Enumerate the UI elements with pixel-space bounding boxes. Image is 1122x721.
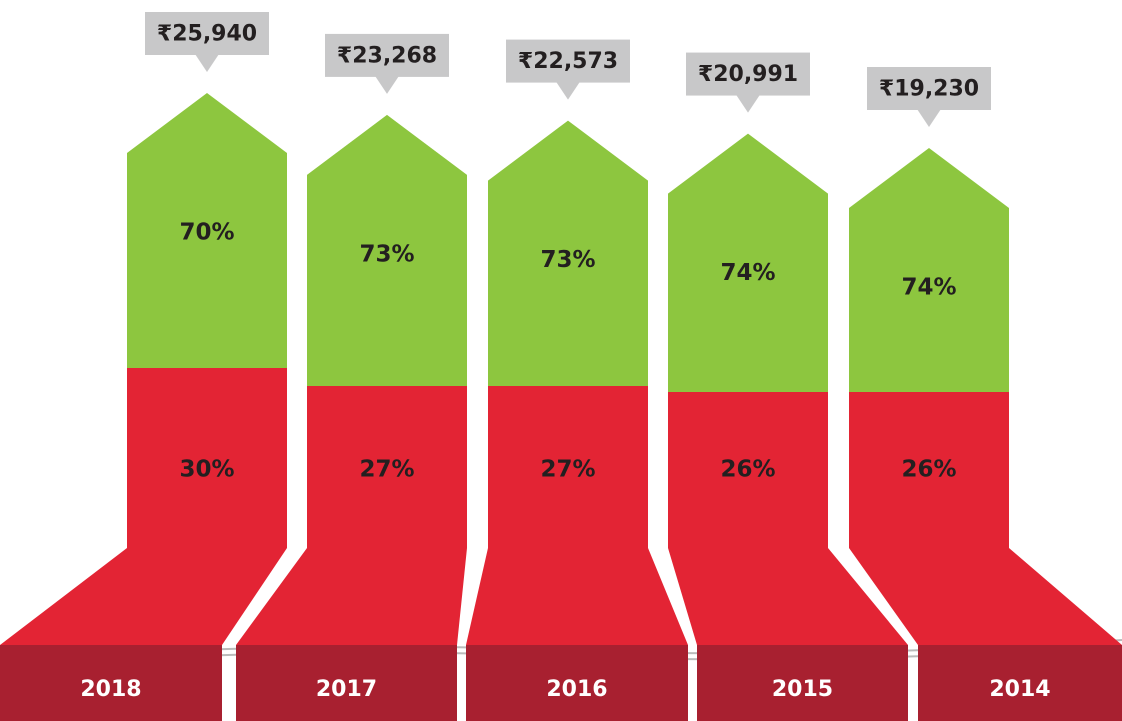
year-box <box>466 645 688 721</box>
callout-pointer <box>917 109 941 127</box>
value-label: 74% <box>901 275 956 301</box>
year-box <box>0 645 222 721</box>
year-label: 2017 <box>316 677 377 702</box>
total-callout <box>325 33 449 77</box>
value-label: 26% <box>720 457 775 483</box>
bar-segment <box>849 148 1009 392</box>
bar-segment <box>488 386 648 548</box>
year-box <box>697 645 908 721</box>
year-box <box>236 645 457 721</box>
total-label: ₹22,573 <box>518 49 618 74</box>
callout-pointer <box>195 54 219 72</box>
column-foot <box>849 548 1122 645</box>
bar-segment <box>488 120 648 386</box>
value-label: 27% <box>359 457 414 483</box>
year-box <box>918 645 1122 721</box>
value-label: 30% <box>179 457 234 483</box>
column-foot <box>236 548 467 645</box>
callout-pointer <box>556 81 580 100</box>
value-label: 73% <box>540 247 595 273</box>
total-callout <box>145 12 269 55</box>
bar-segment <box>307 386 467 548</box>
total-label: ₹23,268 <box>337 43 437 68</box>
callout-pointer <box>375 75 399 94</box>
bar-segment <box>849 392 1009 548</box>
column-foot <box>466 548 688 645</box>
total-callout <box>686 52 810 96</box>
value-label: 74% <box>720 260 775 286</box>
callout-pointer <box>736 94 760 113</box>
bar-segment <box>127 93 287 368</box>
total-callout <box>506 39 630 83</box>
bar-segment <box>668 392 828 548</box>
year-label: 2015 <box>772 677 833 702</box>
year-label: 2018 <box>80 677 141 702</box>
column-foot <box>668 548 908 645</box>
year-label: 2014 <box>989 677 1050 702</box>
total-callout <box>867 67 991 110</box>
bar-segment <box>307 114 467 386</box>
bar-segment <box>668 133 828 393</box>
value-label: 70% <box>179 220 234 246</box>
total-label: ₹25,940 <box>157 22 257 47</box>
bar-segment <box>127 368 287 548</box>
total-label: ₹19,230 <box>879 77 979 102</box>
value-label: 73% <box>359 241 414 267</box>
value-label: 27% <box>540 457 595 483</box>
total-label: ₹20,991 <box>698 62 798 87</box>
value-label: 26% <box>901 457 956 483</box>
column-foot <box>0 548 287 645</box>
year-label: 2016 <box>546 677 607 702</box>
